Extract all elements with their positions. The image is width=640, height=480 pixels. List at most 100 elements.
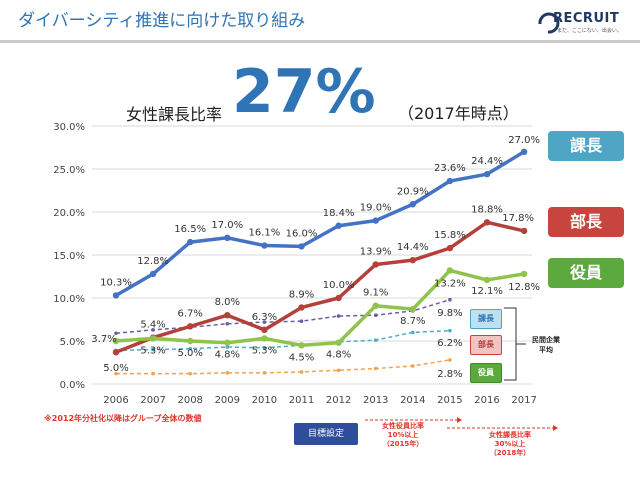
data-label: 5.3% [140,345,165,356]
data-point [520,227,528,235]
legend-manager: 課長 [548,131,624,161]
data-label: 16.1% [249,228,281,239]
target-officer-line3: （2015年） [382,440,424,448]
data-point [409,256,416,264]
series-line-0 [115,150,526,297]
data-point [262,371,267,375]
data-point [149,270,157,278]
x-tick-label: 2015 [437,395,462,406]
data-point [187,323,194,330]
avg-end-label: 2.8% [437,369,462,380]
data-label: 5.3% [252,345,277,356]
x-tick-label: 2011 [289,395,314,406]
data-label: 6.7% [177,308,202,319]
data-label: 18.4% [323,208,355,219]
data-point [335,294,342,302]
x-tick-label: 2008 [177,395,202,406]
data-point [149,335,157,342]
data-point [448,328,452,333]
x-tick-label: 2017 [511,395,536,406]
target-officer: 女性役員比率 10%以上 （2015年） [368,422,438,449]
data-label: 4.8% [326,350,351,361]
data-point [224,339,231,346]
avg-legend-director: 部長 [470,335,502,355]
data-label: 17.8% [502,213,534,224]
headline-label: 女性課長比率 [126,105,223,124]
data-point [336,314,341,318]
legend-officer: 役員 [548,258,624,288]
y-tick-label: 15.0% [53,251,85,262]
data-point [114,331,118,336]
y-tick-label: 25.0% [53,165,85,176]
x-tick-label: 2014 [400,395,425,406]
y-tick-label: 30.0% [53,122,85,133]
data-point [151,371,155,376]
target-manager-line2: 30%以上 [494,440,526,448]
data-point [187,337,194,345]
data-point [299,370,304,374]
data-label: 4.5% [289,352,314,363]
data-label: 9.1% [363,288,388,299]
series-line-5 [116,359,451,375]
data-point [225,345,230,349]
footnote: ※2012年分社化以降はグループ全体の数値 [44,414,202,423]
data-point [483,170,491,178]
headline-value: 27% [232,57,376,127]
data-point [225,371,230,375]
y-tick-label: 5.0% [60,337,85,348]
data-point [262,346,267,350]
legend-director: 部長 [548,207,624,237]
data-point [448,358,452,362]
y-tick-label: 20.0% [53,208,85,219]
data-label: 12.1% [471,286,503,297]
data-label: 14.4% [397,242,429,253]
data-label: 8.7% [400,316,425,327]
data-point [114,371,118,376]
data-point [483,219,491,226]
brand-tagline: まだ、ここにない、出会い。 [557,28,622,34]
data-point [411,364,415,368]
avg-end-label: 6.2% [437,338,462,349]
data-label: 15.8% [434,230,466,241]
target-arrows [365,417,558,431]
data-label: 19.0% [360,203,392,214]
x-tick-label: 2006 [103,395,128,406]
data-label: 5.0% [103,363,128,374]
data-point [520,148,528,155]
data-point [373,313,378,318]
data-point [261,326,268,334]
data-point [446,177,454,185]
data-point [372,217,379,224]
data-label: 12.8% [508,282,540,293]
data-label: 17.0% [211,220,243,231]
data-label: 10.0% [323,280,355,291]
data-point [373,338,378,342]
page-title: ダイバーシティ推進に向けた取り組み [18,11,306,31]
avg-legend-officer: 役員 [470,363,502,383]
data-label: 3.7% [91,334,116,345]
data-label: 5.0% [177,348,202,359]
data-label: 8.0% [215,297,240,308]
data-point [411,330,415,335]
data-label: 5.4% [140,320,165,331]
data-point [225,322,230,326]
header-divider [0,40,640,43]
data-point [261,242,268,249]
target-manager-line1: 女性課長比率 [489,431,531,439]
data-point [372,302,379,309]
data-point [336,368,341,373]
data-label: 24.4% [471,156,503,167]
data-point [335,222,342,229]
data-point [446,267,454,274]
y-tick-label: 0.0% [60,380,85,391]
target-officer-line2: 10%以上 [387,431,419,439]
data-label: 16.0% [286,228,318,239]
headline-date: （2017年時点） [398,104,519,123]
data-point [224,312,231,319]
data-point [188,371,192,376]
data-point [448,297,452,302]
target-manager: 女性課長比率 30%以上 （2018年） [470,431,550,458]
series-line-1 [115,220,525,354]
series-line-2 [115,268,525,348]
